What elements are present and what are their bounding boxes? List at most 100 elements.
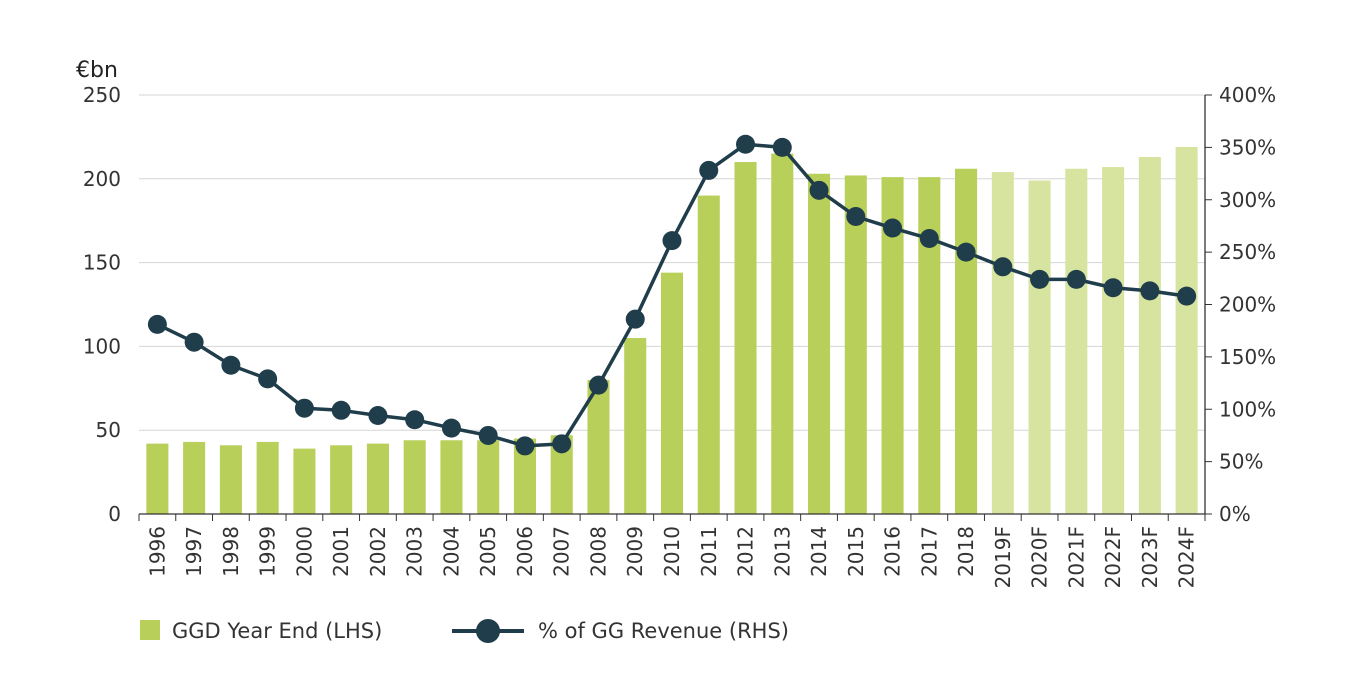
line-point (883, 218, 903, 238)
bar (624, 338, 647, 514)
bar (991, 172, 1014, 514)
x-axis-tick-label: 2005 (476, 526, 500, 577)
bar (183, 441, 206, 514)
bar (1175, 146, 1198, 514)
x-axis-tick-label: 2023F (1138, 526, 1162, 588)
line-point (1177, 286, 1197, 306)
x-axis-tick-label: 2016 (881, 526, 905, 577)
axes (138, 94, 1212, 521)
line-point (772, 137, 792, 157)
line-point (662, 231, 682, 251)
line-point (294, 398, 314, 418)
bar (1138, 157, 1161, 514)
line-point (405, 410, 425, 430)
line-point (368, 406, 388, 426)
x-axis-tick-label: 2006 (513, 526, 537, 577)
line-series-revenue-pct (147, 134, 1197, 456)
bar (219, 445, 242, 514)
bar (513, 438, 536, 514)
right-axis-tick-label: 350% (1219, 135, 1276, 159)
bar (403, 440, 426, 514)
bar (881, 177, 904, 514)
bar (293, 448, 316, 514)
line-point (1140, 281, 1160, 301)
bar (1028, 180, 1051, 514)
x-axis-tick-label: 1997 (182, 526, 206, 577)
line-point (258, 369, 278, 389)
right-axis-tick-label: 250% (1219, 240, 1276, 264)
line-point (699, 160, 719, 180)
gridlines (139, 94, 1205, 431)
legend: GGD Year End (LHS) % of GG Revenue (RHS) (140, 619, 789, 643)
x-axis-tick-label: 2017 (917, 526, 941, 577)
x-axis-tick-label: 2003 (403, 526, 427, 577)
x-axis-tick-label: 1999 (256, 526, 280, 577)
bar (955, 168, 978, 514)
line-point (846, 207, 866, 227)
left-axis-tick-label: 100 (83, 334, 121, 358)
line-point (736, 134, 756, 154)
x-axis-tick-label: 1996 (145, 526, 169, 577)
line-point (1030, 269, 1050, 289)
x-axis-tick-label: 2014 (807, 526, 831, 577)
bar (918, 177, 941, 514)
x-axis-tick-label: 2007 (550, 526, 574, 577)
x-axis-tick-label: 2004 (439, 526, 463, 577)
line-point (993, 257, 1013, 277)
x-axis-tick-label: 2013 (770, 526, 794, 577)
bar-series-ggd (146, 146, 1198, 515)
right-axis-tick-label: 50% (1219, 450, 1263, 474)
legend-bar-label: GGD Year End (LHS) (172, 619, 382, 643)
left-axis-tick-label: 250 (83, 83, 121, 107)
legend-line-marker (476, 619, 500, 643)
x-axis-tick-label: 2021F (1064, 526, 1088, 588)
bar (477, 440, 500, 514)
x-axis-tick-label: 2024F (1175, 526, 1199, 588)
bar (330, 445, 353, 514)
tick-labels: 0 50 100 150 200 250 0% 50% 100% 150% 200% 250% 300%… (83, 83, 1276, 588)
bar (808, 173, 831, 514)
line-point (515, 436, 535, 456)
bar (1065, 168, 1088, 514)
line-point (478, 425, 498, 445)
line-point (588, 375, 608, 395)
line-point (552, 434, 572, 454)
x-axis-tick-label: 2018 (954, 526, 978, 577)
x-axis-tick-label: 2012 (734, 526, 758, 577)
bar (771, 153, 794, 514)
x-axis-tick-label: 2001 (329, 526, 353, 577)
right-axis-tick-label: 0% (1219, 502, 1251, 526)
bar (734, 162, 757, 515)
line-point (919, 229, 939, 249)
x-axis-tick-label: 2022F (1101, 526, 1125, 588)
legend-bar-swatch (140, 620, 160, 640)
line-point (956, 242, 976, 262)
bar (256, 441, 279, 514)
bar (440, 440, 463, 514)
line-point (809, 180, 829, 200)
x-axis-tick-label: 2002 (366, 526, 390, 577)
line-point (1103, 278, 1123, 298)
right-axis-tick-label: 400% (1219, 83, 1276, 107)
bar (550, 435, 573, 514)
x-axis-tick-label: 2011 (697, 526, 721, 577)
x-axis-tick-label: 2009 (623, 526, 647, 577)
line-point (625, 309, 645, 329)
x-axis-tick-label: 2020F (1028, 526, 1052, 588)
bar (844, 175, 867, 514)
x-axis-tick-label: 2015 (844, 526, 868, 577)
x-axis-tick-label: 1998 (219, 526, 243, 577)
line-point (221, 355, 241, 375)
right-axis-tick-label: 200% (1219, 293, 1276, 317)
right-axis-tick-label: 100% (1219, 397, 1276, 421)
left-axis-tick-label: 0 (108, 502, 121, 526)
left-axis-tick-label: 200 (83, 167, 121, 191)
bar (587, 379, 610, 514)
x-axis-tick-label: 2010 (660, 526, 684, 577)
x-axis-tick-label: 2008 (586, 526, 610, 577)
right-axis-tick-label: 300% (1219, 188, 1276, 212)
legend-line-label: % of GG Revenue (RHS) (538, 619, 789, 643)
bar (697, 195, 720, 514)
